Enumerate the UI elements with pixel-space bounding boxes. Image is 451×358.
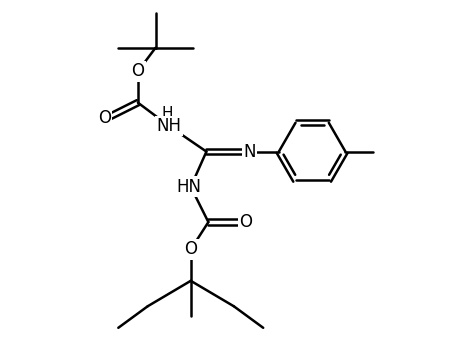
Text: NH: NH <box>156 117 181 135</box>
Text: N: N <box>243 142 255 161</box>
Text: H
N: H N <box>161 106 173 139</box>
Text: O: O <box>131 62 144 80</box>
Text: O: O <box>98 109 111 127</box>
Text: O: O <box>239 213 252 231</box>
Text: HN: HN <box>176 178 201 196</box>
Text: O: O <box>184 241 197 258</box>
